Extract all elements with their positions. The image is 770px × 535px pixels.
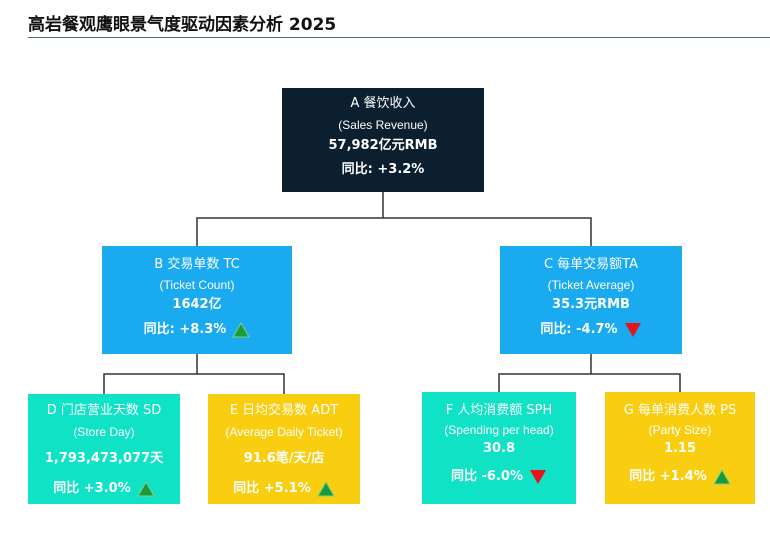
node-yoy: 同比 +1.4%	[629, 468, 731, 486]
yoy-text: 同比 +3.0%	[53, 481, 131, 496]
yoy-text: 同比 -6.0%	[451, 469, 523, 484]
node-label: E 日均交易数 ADT	[229, 403, 339, 418]
yoy-text: 同比: +3.2%	[341, 162, 425, 177]
node-label: A 餐饮收入	[350, 96, 416, 111]
connector-b-de	[103, 354, 285, 394]
node-label: F 人均消费额 SPH	[445, 403, 553, 418]
node-value: 91.6笔/天/店	[243, 451, 325, 466]
node-label: C 每单交易额TA	[543, 257, 639, 272]
node-yoy: 同比 +3.0%	[53, 480, 155, 498]
connector-c-fg	[498, 354, 681, 392]
node-yoy: 同比: +3.2%	[342, 161, 425, 179]
yoy-text: 同比: -4.7%	[540, 322, 618, 337]
node-yoy: 同比 +5.1%	[233, 480, 335, 498]
node-subtitle: (Spending per head)	[444, 423, 554, 437]
trend-up-icon	[136, 481, 155, 497]
yoy-text: 同比: +8.3%	[143, 322, 227, 337]
node-value: 30.8	[482, 441, 516, 456]
node-ticket-average: C 每单交易额TA (Ticket Average) 35.3元RMB 同比: …	[500, 246, 682, 354]
node-subtitle: (Ticket Count)	[159, 278, 235, 292]
node-yoy: 同比: +8.3%	[144, 321, 251, 339]
node-value: 35.3元RMB	[552, 297, 630, 312]
trend-up-icon	[316, 481, 335, 497]
node-average-daily-ticket: E 日均交易数 ADT (Average Daily Ticket) 91.6笔…	[208, 394, 360, 504]
yoy-text: 同比 +5.1%	[233, 481, 311, 496]
node-store-day: D 门店营业天数 SD (Store Day) 1,793,473,077天 同…	[28, 394, 180, 504]
node-subtitle: (Ticket Average)	[547, 278, 635, 292]
connector-a-bc	[196, 192, 592, 246]
node-subtitle: (Party Size)	[648, 423, 712, 437]
title-divider	[28, 37, 770, 38]
node-label: G 每单消费人数 PS	[623, 403, 737, 418]
yoy-text: 同比 +1.4%	[629, 469, 707, 484]
node-sales-revenue: A 餐饮收入 (Sales Revenue) 57,982亿元RMB 同比: +…	[282, 88, 484, 192]
node-yoy: 同比 -6.0%	[451, 468, 547, 486]
node-label: B 交易单数 TC	[154, 257, 240, 272]
node-subtitle: (Store Day)	[73, 425, 135, 439]
page-title: 高岩餐观鹰眼景气度驱动因素分析 2025	[28, 15, 337, 35]
node-value: 1642亿	[172, 297, 222, 312]
node-spending-per-head: F 人均消费额 SPH (Spending per head) 30.8 同比 …	[422, 392, 576, 504]
trend-down-icon	[529, 470, 546, 484]
trend-up-icon	[712, 469, 731, 485]
node-label: D 门店营业天数 SD	[46, 403, 162, 418]
node-value: 1.15	[663, 441, 697, 456]
node-subtitle: (Average Daily Ticket)	[225, 425, 343, 439]
node-value: 57,982亿元RMB	[328, 138, 438, 153]
node-ticket-count: B 交易单数 TC (Ticket Count) 1642亿 同比: +8.3%	[102, 246, 292, 354]
node-subtitle: (Sales Revenue)	[338, 118, 428, 132]
node-yoy: 同比: -4.7%	[540, 321, 641, 339]
node-party-size: G 每单消费人数 PS (Party Size) 1.15 同比 +1.4%	[605, 392, 755, 504]
trend-up-icon	[232, 322, 251, 338]
trend-down-icon	[624, 323, 641, 337]
node-value: 1,793,473,077天	[44, 451, 164, 466]
